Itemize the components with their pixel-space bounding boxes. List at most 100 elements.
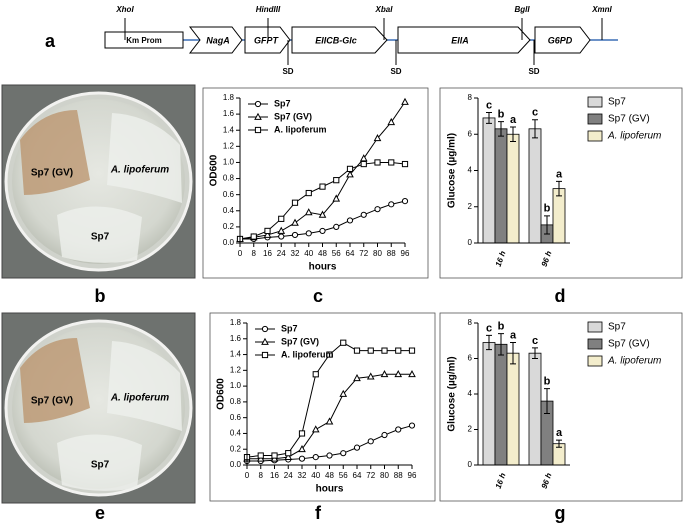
point: [353, 373, 361, 382]
gene-label: EIICB-Glc: [315, 35, 357, 45]
point: [401, 97, 409, 105]
y-tick-label: 0.2: [223, 222, 235, 231]
bar: [506, 133, 520, 244]
legend-label: Sp7: [281, 323, 298, 333]
x-tick-label: 8: [259, 471, 264, 480]
point: [298, 455, 306, 462]
error-bar: [556, 180, 562, 197]
point: [264, 227, 271, 235]
y-tick-label: 2: [468, 425, 473, 434]
point: [346, 165, 354, 172]
y-tick-label: 0.8: [230, 397, 242, 406]
error-bar: [510, 342, 516, 365]
bar: [528, 352, 542, 466]
plate-label: Sp7 (GV): [31, 168, 73, 179]
error-bar: [498, 121, 504, 137]
y-tick-label: 1.2: [223, 141, 235, 150]
x-axis-label: hours: [316, 484, 344, 495]
site-label: XbaI: [375, 5, 394, 14]
point: [312, 454, 319, 461]
site-label: XhoI: [115, 5, 134, 14]
point: [278, 215, 285, 222]
bar: [482, 342, 496, 466]
point: [346, 170, 354, 178]
point: [250, 233, 257, 240]
y-tick-label: 0.0: [230, 460, 242, 469]
point: [381, 431, 388, 439]
point: [263, 230, 272, 238]
y-tick-label: 1.2: [230, 365, 242, 374]
x-tick-label: 80: [373, 249, 382, 258]
legend-marker: [254, 126, 262, 134]
point: [312, 371, 319, 378]
x-tick-label: 64: [353, 471, 362, 480]
y-tick-label: 8: [468, 318, 473, 327]
y-tick-label: 1.6: [223, 109, 235, 118]
point: [298, 444, 306, 453]
y-tick-label: 1.0: [223, 158, 235, 167]
y-axis-label: Glucose (µg/ml): [447, 133, 458, 208]
y-tick-label: 0.6: [230, 413, 242, 422]
point: [360, 211, 367, 218]
point: [388, 201, 395, 208]
legend-label: A. lipoferum: [607, 131, 661, 142]
legend-label: A. lipoferum: [274, 124, 327, 134]
error-bar: [486, 112, 492, 124]
x-tick-label: 88: [387, 249, 396, 258]
x-tick-label: 56: [332, 249, 341, 258]
y-tick-label: 1.0: [230, 381, 242, 390]
point: [285, 450, 292, 457]
point: [408, 422, 416, 429]
x-tick-label: 56: [339, 471, 348, 480]
y-axis-label: Glucose (µg/ml): [447, 356, 458, 431]
gene-label: NagA: [206, 35, 230, 45]
error-bar: [510, 126, 516, 142]
point: [271, 452, 278, 459]
y-tick-label: 4: [468, 166, 473, 175]
x-tick-label: 64: [346, 249, 355, 258]
promoter-label: Km Prom: [126, 36, 162, 45]
chart-frame: [439, 312, 683, 502]
point: [388, 159, 395, 166]
x-tick-label: 16: [270, 471, 279, 480]
x-tick-label: 96: [401, 249, 410, 258]
legend-label: A. lipoferum: [281, 349, 334, 359]
point: [387, 117, 396, 126]
y-axis-label: OD600: [209, 154, 220, 186]
significance-letter: a: [556, 427, 563, 439]
significance-letter: c: [532, 335, 538, 347]
x-tick-label: 40: [304, 249, 313, 258]
panel-letter: b: [95, 286, 106, 306]
panel-letter: f: [315, 503, 322, 523]
x-tick-label: 24: [277, 249, 286, 258]
plate-label: A. lipoferum: [110, 165, 169, 176]
point: [333, 177, 340, 184]
legend-label: Sp7: [608, 97, 626, 108]
bar: [494, 343, 508, 466]
legend-label: Sp7 (GV): [608, 114, 650, 125]
significance-letter: b: [544, 203, 551, 215]
gene-label: G6PD: [548, 35, 573, 45]
y-tick-label: 0.0: [223, 238, 235, 247]
point: [401, 198, 409, 205]
streak: [20, 110, 90, 195]
point: [374, 206, 381, 213]
significance-letter: a: [510, 329, 517, 341]
point: [401, 160, 409, 168]
point: [319, 183, 326, 190]
y-tick-label: 2: [468, 202, 473, 211]
point: [380, 370, 389, 378]
point: [340, 450, 347, 457]
point: [305, 230, 312, 237]
x-tick-label: 72: [366, 471, 375, 480]
site-label: HindIII: [256, 5, 281, 14]
error-bar: [544, 388, 550, 415]
plate-label: A. lipoferum: [110, 393, 169, 404]
point: [346, 217, 354, 224]
sd-label: SD: [282, 67, 293, 76]
error-bar: [556, 439, 562, 448]
point: [367, 438, 374, 445]
significance-letter: c: [486, 322, 492, 334]
legend-label: Sp7 (GV): [281, 336, 319, 346]
